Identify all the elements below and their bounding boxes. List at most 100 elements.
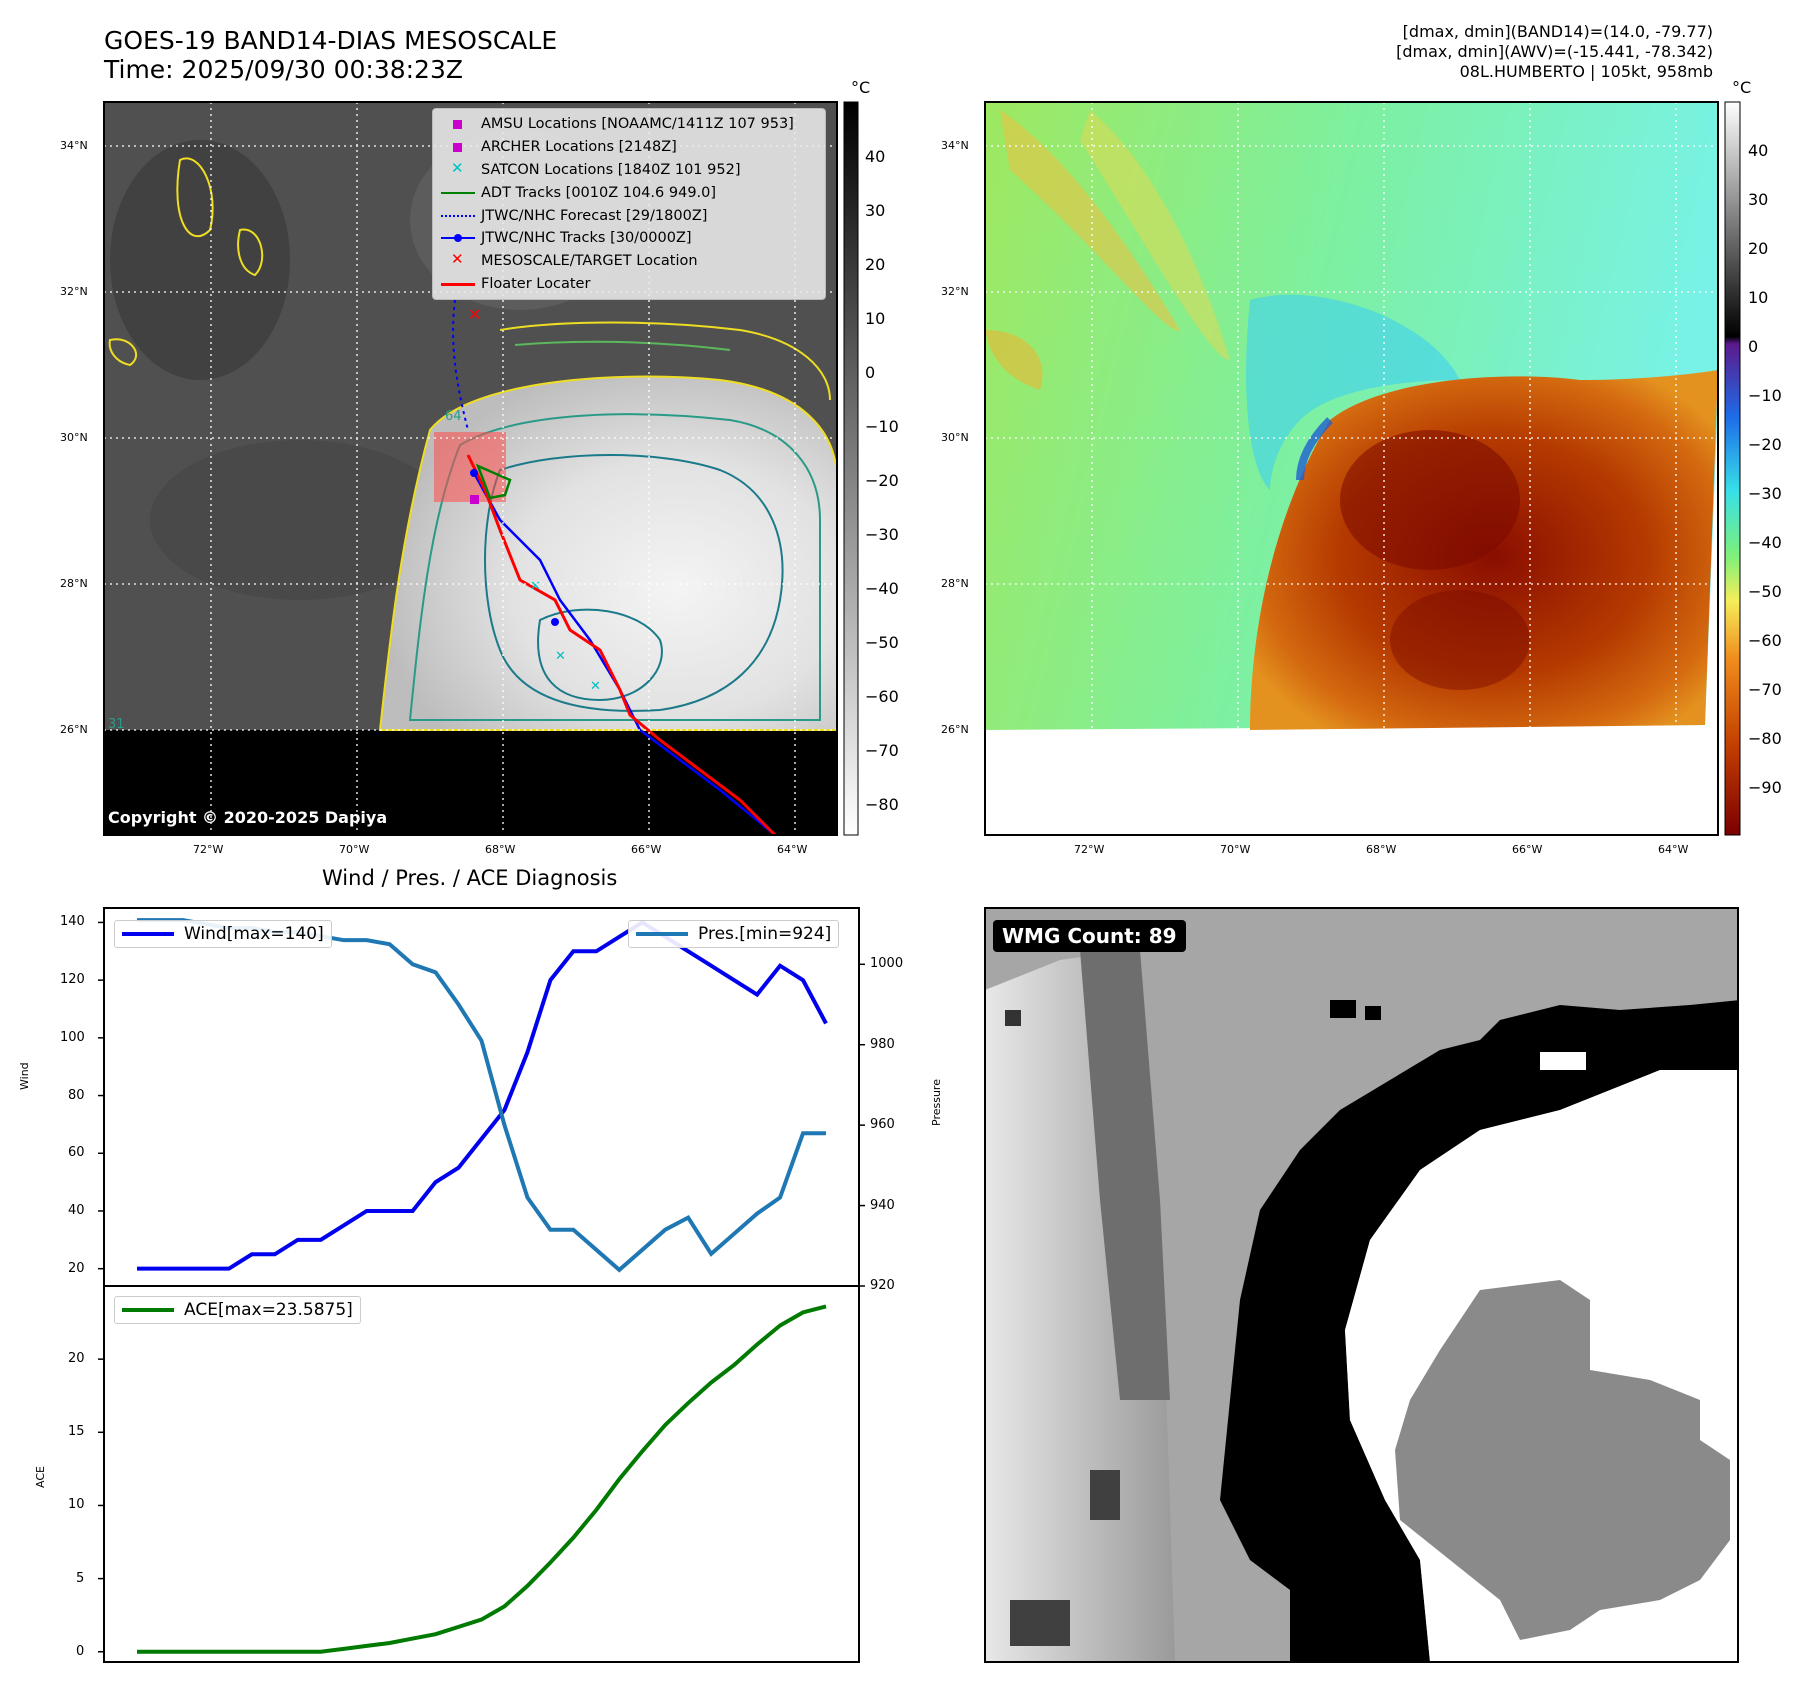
ir-colorbar-tick: 30 (865, 201, 886, 220)
ace-tick-label: 15 (68, 1424, 85, 1440)
awv-lon-label: 68°W (1366, 843, 1397, 856)
awv-colorbar-tick: −10 (1748, 386, 1782, 405)
awv-colorbar-tick: −20 (1748, 435, 1782, 454)
magenta-square-icon (439, 116, 481, 132)
ace-tick-label: 20 (68, 1351, 85, 1367)
pressure-axis-label: Pressure (930, 1079, 943, 1126)
ir-lon-label: 64°W (777, 843, 808, 856)
floater-track-line (466, 454, 777, 835)
svg-text:✕: ✕ (555, 649, 566, 664)
ir-legend-label: SATCON Locations [1840Z 101 952] (481, 161, 741, 178)
ace-legend-label: ACE[max=23.5875] (184, 1300, 353, 1320)
ir-colorbar-tick: 10 (865, 309, 886, 328)
amsu-marker (470, 495, 479, 504)
pressure-tick-label: 940 (870, 1197, 895, 1213)
ir-legend-item: ✕ SATCON Locations [1840Z 101 952] (439, 159, 819, 182)
ir-legend-item: JTWC/NHC Tracks [30/0000Z] (439, 227, 819, 250)
ir-colorbar-tick: −80 (865, 795, 899, 814)
wind-tick-label: 80 (68, 1087, 85, 1103)
title-line-2: Time: 2025/09/30 00:38:23Z (104, 55, 463, 84)
ir-legend-label: JTWC/NHC Tracks [30/0000Z] (481, 230, 692, 247)
ir-legend-label: Floater Locater (481, 275, 591, 292)
wind-tick-label: 20 (68, 1260, 85, 1276)
wind-series-line (137, 920, 828, 1271)
green-line-icon (439, 185, 481, 201)
awv-lon-label: 70°W (1220, 843, 1251, 856)
pressure-tick-label: 1000 (870, 956, 904, 972)
diagnosis-title: Wind / Pres. / ACE Diagnosis (322, 866, 618, 890)
ir-colorbar-tick: 40 (865, 147, 886, 166)
ir-legend-item: Floater Locater (439, 273, 819, 296)
ir-legend: AMSU Locations [NOAAMC/1411Z 107 953] ARC… (432, 108, 826, 301)
ir-lat-label: 32°N (60, 285, 88, 298)
awv-colorbar-tick: 30 (1748, 190, 1769, 209)
ir-colorbar-tick: −40 (865, 579, 899, 598)
info-line-3: 08L.HUMBERTO | 105kt, 958mb (1459, 62, 1713, 81)
ir-colorbar-tick: 20 (865, 255, 886, 274)
ir-lon-label: 68°W (485, 843, 516, 856)
ir-legend-item: ADT Tracks [0010Z 104.6 949.0] (439, 181, 819, 204)
wind-legend-swatch (122, 932, 174, 936)
ir-legend-item: ARCHER Locations [2148Z] (439, 136, 819, 159)
info-line-2: [dmax, dmin](AWV)=(-15.441, -78.342) (1396, 42, 1713, 61)
ir-legend-item: AMSU Locations [NOAAMC/1411Z 107 953] (439, 113, 819, 136)
ir-lon-label: 66°W (631, 843, 662, 856)
pressure-tick-label: 960 (870, 1117, 895, 1133)
ir-legend-label: ADT Tracks [0010Z 104.6 949.0] (481, 184, 717, 201)
awv-lon-label: 64°W (1658, 843, 1689, 856)
ir-lat-label: 30°N (60, 431, 88, 444)
blue-dotted-line-icon (439, 208, 481, 224)
wind-tick-label: 140 (60, 914, 85, 930)
ir-legend-item: JTWC/NHC Forecast [29/1800Z] (439, 204, 819, 227)
ir-lat-label: 26°N (60, 723, 88, 736)
wind-axis-label: Wind (18, 1062, 31, 1090)
ace-plot (98, 1285, 860, 1663)
awv-colorbar-tick: 20 (1748, 239, 1769, 258)
ir-legend-label: MESOSCALE/TARGET Location (481, 253, 698, 270)
awv-colorbar-tick: −60 (1748, 631, 1782, 650)
awv-lat-label: 30°N (941, 431, 969, 444)
wmg-count-badge: WMG Count: 89 (993, 920, 1186, 952)
ace-tick-label: 10 (68, 1497, 85, 1513)
awv-colorbar-tick: −30 (1748, 484, 1782, 503)
wmg-panel (984, 907, 1739, 1663)
awv-lat-label: 28°N (941, 577, 969, 590)
pressure-legend-label: Pres.[min=924] (698, 924, 832, 944)
ir-lon-label: 70°W (339, 843, 370, 856)
wind-tick-label: 120 (60, 972, 85, 988)
pressure-legend: Pres.[min=924] (628, 920, 840, 948)
figure-title: GOES-19 BAND14-DIAS MESOSCALE Time: 2025… (104, 26, 557, 84)
copyright-label: Copyright © 2020-2025 Dapiya (108, 808, 388, 827)
ace-legend-swatch (122, 1308, 174, 1312)
awv-colorbar (1724, 101, 1741, 836)
jtwc-track-line (472, 472, 776, 835)
ir-colorbar-tick: −10 (865, 417, 899, 436)
awv-lon-label: 66°W (1512, 843, 1543, 856)
pressure-tick-label: 980 (870, 1036, 895, 1052)
ir-legend-label: JTWC/NHC Forecast [29/1800Z] (481, 207, 708, 224)
ace-tick-label: 0 (76, 1643, 85, 1659)
storm-cloud-shield (380, 376, 837, 730)
ir-legend-label: ARCHER Locations [2148Z] (481, 139, 677, 156)
floater-box (434, 432, 506, 502)
pressure-tick-label: 920 (870, 1278, 895, 1293)
awv-colorbar-tick: −90 (1748, 778, 1782, 797)
awv-lat-label: 32°N (941, 285, 969, 298)
ir-colorbar (843, 101, 859, 836)
ir-colorbar-tick: −20 (865, 471, 899, 490)
pressure-legend-swatch (636, 932, 688, 936)
ir-legend-item: ✕ MESOSCALE/TARGET Location (439, 250, 819, 273)
ir-colorbar-unit: °C (851, 78, 871, 97)
wind-tick-label: 40 (68, 1202, 85, 1218)
contour-label: 31 (108, 717, 125, 732)
ir-colorbar-tick: 0 (865, 363, 876, 382)
awv-colorbar-tick: 0 (1748, 337, 1759, 356)
figure-info: [dmax, dmin](BAND14)=(14.0, -79.77) [dma… (1396, 22, 1713, 82)
svg-text:✕: ✕ (590, 679, 601, 694)
blue-dot-line-icon (439, 230, 481, 246)
awv-map-panel (984, 101, 1719, 836)
awv-gridlines (985, 102, 1718, 730)
awv-colorbar-tick: −40 (1748, 533, 1782, 552)
wind-tick-label: 60 (68, 1145, 85, 1161)
ace-tick-label: 5 (76, 1570, 85, 1586)
